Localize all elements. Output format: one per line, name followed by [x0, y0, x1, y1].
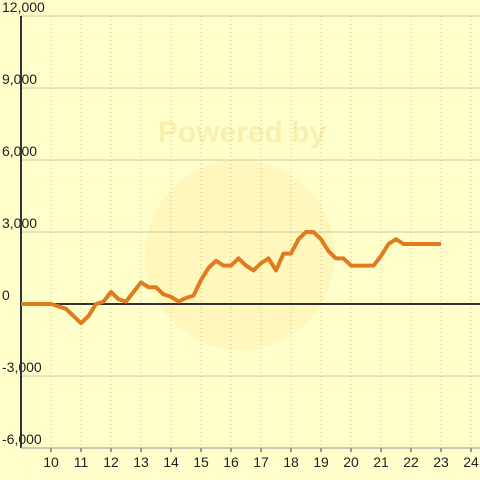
x-tick-label: 19: [313, 454, 329, 470]
x-tick-label: 17: [253, 454, 269, 470]
x-tick-label: 18: [283, 454, 299, 470]
x-tick-label: 10: [43, 454, 59, 470]
x-tick-label: 23: [433, 454, 449, 470]
y-tick-label: 6,000: [2, 143, 37, 159]
x-tick-label: 11: [74, 454, 89, 470]
x-tick-label: 24: [463, 454, 479, 470]
line-series: [21, 230, 441, 326]
x-tick-label: 22: [403, 454, 419, 470]
x-tick-label: 16: [223, 454, 239, 470]
x-tick-label: 12: [103, 454, 119, 470]
x-tick-label: 14: [163, 454, 179, 470]
x-tick-label: 13: [133, 454, 149, 470]
x-tick-label: 20: [343, 454, 359, 470]
watermark-logo: [145, 160, 335, 350]
y-tick-label: 12,000: [2, 0, 45, 15]
y-tick-label: 3,000: [2, 215, 37, 231]
y-tick-label: 0: [2, 287, 10, 303]
x-tick-label: 15: [193, 454, 209, 470]
x-tick-label: 21: [373, 454, 389, 470]
y-tick-label: 9,000: [2, 71, 37, 87]
watermark: Powered by: [158, 116, 327, 149]
